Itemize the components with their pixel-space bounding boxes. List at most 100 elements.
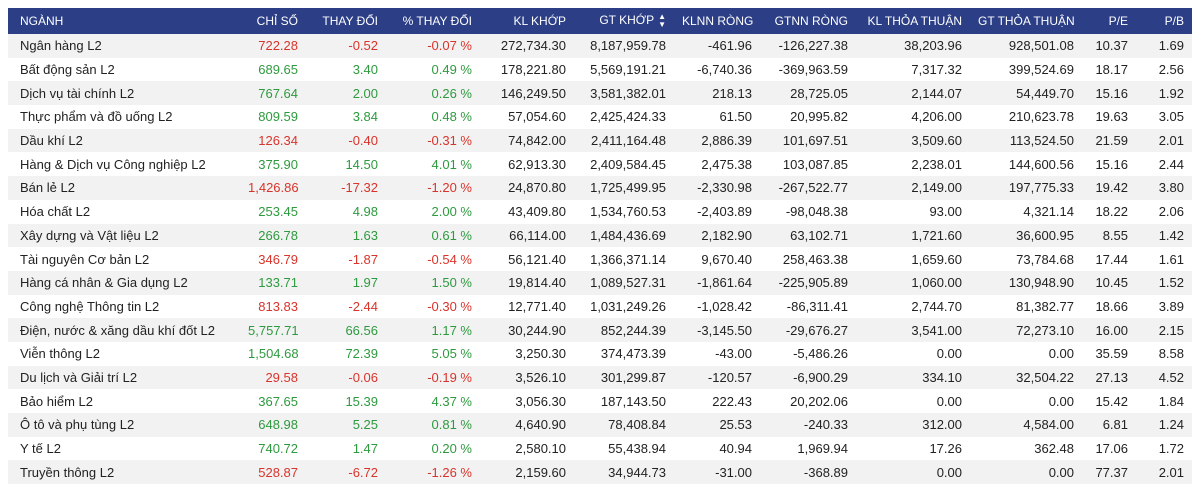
negotiated-volume-value: 7,317.32 xyxy=(911,62,962,78)
pb-value: 1.52 xyxy=(1158,275,1184,291)
table-row[interactable]: Hàng cá nhân & Gia dụng L2 133.71 1.97 1.50… xyxy=(8,270,1192,295)
column-header-matched-volume[interactable]: KL KHỚP xyxy=(513,14,566,28)
foreign-net-volume-value: -461.96 xyxy=(707,38,752,54)
table-row[interactable]: Viễn thông L2 1,504.68 72.39 5.05 % 3,250.30… xyxy=(8,341,1192,366)
foreign-net-volume-value: -3,145.50 xyxy=(697,322,752,338)
table-row[interactable]: Điện, nước & xăng dầu khí đốt L2 5,757.71… xyxy=(8,318,1192,342)
foreign-net-value-value: -86,311.41 xyxy=(786,298,848,314)
pe-value: 10.45 xyxy=(1095,275,1128,291)
column-header-change[interactable]: THAY ĐỔI xyxy=(322,14,378,28)
table-header-row: NGÀNH CHỈ SỐ THAY ĐỔI % THAY ĐỔI KL KHỚP… xyxy=(8,8,1192,34)
table-row[interactable]: Dịch vụ tài chính L2 767.64 2.00 0.26 % 146,… xyxy=(8,81,1192,106)
matched-value-value: 187,143.50 xyxy=(600,393,666,409)
percent-change-value: -0.54 % xyxy=(427,251,472,267)
index-value: 722.28 xyxy=(258,38,298,54)
pb-value: 1.84 xyxy=(1158,393,1184,409)
negotiated-volume-value: 312.00 xyxy=(922,417,962,433)
matched-volume-value: 272,734.30 xyxy=(500,38,566,54)
table-row[interactable]: Thực phẩm và đồ uống L2 809.59 3.84 0.48 % 5… xyxy=(8,105,1192,129)
table-row[interactable]: Tài nguyên Cơ bản L2 346.79 -1.87 -0.54 % 56… xyxy=(8,247,1192,271)
change-value: -1.87 xyxy=(348,251,378,267)
change-value: 72.39 xyxy=(345,346,378,362)
pe-value: 19.42 xyxy=(1095,180,1128,196)
table-row[interactable]: Du lịch và Giải trí L2 29.58 -0.06 -0.19 % 3… xyxy=(8,365,1192,390)
column-header-pb[interactable]: P/B xyxy=(1164,14,1184,28)
foreign-net-value-value: 103,087.85 xyxy=(782,156,848,172)
pb-value: 4.52 xyxy=(1158,369,1184,385)
pb-value: 2.01 xyxy=(1158,133,1184,149)
foreign-net-volume-value: 40.94 xyxy=(719,441,752,457)
negotiated-value-value: 54,449.70 xyxy=(1016,85,1074,101)
table-row[interactable]: Truyền thông L2 528.87 -6.72 -1.26 % 2,159.6… xyxy=(8,460,1192,485)
sort-up-down-icon[interactable]: ▲ ▼ xyxy=(658,12,666,29)
foreign-net-value-value: 20,202.06 xyxy=(790,393,848,409)
table-row[interactable]: Hàng & Dịch vụ Công nghiệp L2 375.90 14.50… xyxy=(8,152,1192,177)
sector-name: Thực phẩm và đồ uống L2 xyxy=(20,109,173,125)
negotiated-volume-value: 2,149.00 xyxy=(911,180,962,196)
pe-value: 77.37 xyxy=(1095,464,1128,480)
matched-volume-value: 3,526.10 xyxy=(515,369,566,385)
negotiated-value-value: 81,382.77 xyxy=(1016,298,1074,314)
pe-value: 18.66 xyxy=(1095,298,1128,314)
foreign-net-volume-value: -120.57 xyxy=(707,369,752,385)
matched-value-value: 1,725,499.95 xyxy=(590,180,666,196)
foreign-net-value-value: -225,905.89 xyxy=(778,275,848,291)
negotiated-value-value: 32,504.22 xyxy=(1016,369,1074,385)
change-value: 3.40 xyxy=(352,62,378,78)
negotiated-volume-value: 0.00 xyxy=(936,393,962,409)
foreign-net-value-value: -369,963.59 xyxy=(778,62,848,78)
foreign-net-value-value: -368.89 xyxy=(803,464,848,480)
sector-name: Bất động sản L2 xyxy=(20,62,115,78)
table-row[interactable]: Hóa chất L2 253.45 4.98 2.00 % 43,409.80 1,53… xyxy=(8,199,1192,224)
matched-value-value: 1,484,436.69 xyxy=(590,227,666,243)
sector-name: Điện, nước & xăng dầu khí đốt L2 xyxy=(20,322,216,338)
matched-value-value: 374,473.39 xyxy=(600,346,666,362)
pb-value: 3.05 xyxy=(1158,109,1184,125)
table-row[interactable]: Bán lẻ L2 1,426.86 -17.32 -1.20 % 24,870.80 1… xyxy=(8,176,1192,200)
change-value: -0.06 xyxy=(348,369,378,385)
pb-value: 2.44 xyxy=(1158,156,1184,172)
table-row[interactable]: Y tế L2 740.72 1.47 0.20 % 2,580.10 55,438.94… xyxy=(8,436,1192,461)
pe-value: 17.44 xyxy=(1095,251,1128,267)
pb-value: 2.01 xyxy=(1158,464,1184,480)
sector-name: Tài nguyên Cơ bản L2 xyxy=(20,251,150,267)
matched-volume-value: 19,814.40 xyxy=(508,275,566,291)
table-body: Ngân hàng L2 722.28 -0.52 -0.07 % 272,734.30… xyxy=(8,34,1192,485)
table-row[interactable]: Bảo hiểm L2 367.65 15.39 4.37 % 3,056.30 187,… xyxy=(8,389,1192,413)
table-row[interactable]: Ô tô và phụ tùng L2 648.98 5.25 0.81 % 4,640… xyxy=(8,413,1192,437)
negotiated-value-value: 0.00 xyxy=(1048,464,1074,480)
matched-value-value: 1,089,527.31 xyxy=(590,275,666,291)
negotiated-value-value: 73,784.68 xyxy=(1016,251,1074,267)
pe-value: 6.81 xyxy=(1102,417,1128,433)
pe-value: 15.42 xyxy=(1095,393,1128,409)
table-row[interactable]: Dầu khí L2 126.34 -0.40 -0.31 % 74,842.00 2,4… xyxy=(8,128,1192,153)
column-header-sector[interactable]: NGÀNH xyxy=(20,14,64,28)
column-header-foreign-net-volume[interactable]: KLNN RÒNG xyxy=(682,14,754,28)
column-header-negotiated-volume[interactable]: KL THỎA THUẬN xyxy=(867,14,962,28)
table-row[interactable]: Ngân hàng L2 722.28 -0.52 -0.07 % 272,734.30… xyxy=(8,34,1192,58)
column-header-pe[interactable]: P/E xyxy=(1108,14,1128,28)
negotiated-volume-value: 0.00 xyxy=(936,464,962,480)
table-row[interactable]: Xây dựng và Vật liệu L2 266.78 1.63 0.61 % 6… xyxy=(8,223,1192,248)
table-row[interactable]: Bất động sản L2 689.65 3.40 0.49 % 178,221.8… xyxy=(8,57,1192,82)
change-value: -2.44 xyxy=(348,298,378,314)
column-header-matched-value[interactable]: GT KHỚP ▲ ▼ xyxy=(574,8,674,34)
matched-value-value: 852,244.39 xyxy=(600,322,666,338)
pe-value: 15.16 xyxy=(1095,85,1128,101)
foreign-net-value-value: -267,522.77 xyxy=(778,180,848,196)
matched-volume-value: 12,771.40 xyxy=(508,298,566,314)
foreign-net-value-value: -6,900.29 xyxy=(793,369,848,385)
percent-change-value: -1.26 % xyxy=(427,464,472,480)
pb-value: 1.42 xyxy=(1158,227,1184,243)
column-header-foreign-net-value[interactable]: GTNN RÒNG xyxy=(774,14,848,28)
negotiated-value-value: 210,623.78 xyxy=(1008,109,1074,125)
column-header-percent-change[interactable]: % THAY ĐỔI xyxy=(402,14,472,28)
change-value: 3.84 xyxy=(352,109,378,125)
index-value: 648.98 xyxy=(258,417,298,433)
index-value: 813.83 xyxy=(258,298,298,314)
percent-change-value: -1.20 % xyxy=(427,180,472,196)
column-header-negotiated-value[interactable]: GT THỎA THUẬN xyxy=(978,14,1075,28)
table-row[interactable]: Công nghệ Thông tin L2 813.83 -2.44 -0.30 %… xyxy=(8,294,1192,319)
column-header-index[interactable]: CHỈ SỐ xyxy=(256,14,298,28)
percent-change-value: -0.19 % xyxy=(427,369,472,385)
